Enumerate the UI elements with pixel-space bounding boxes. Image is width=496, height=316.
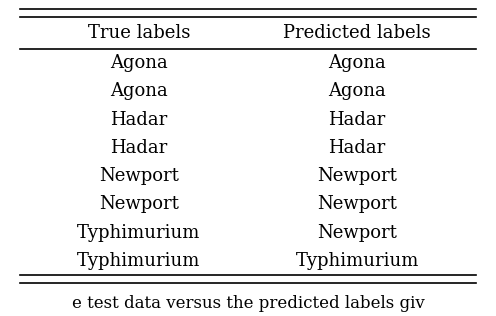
Text: Agona: Agona (328, 54, 386, 72)
Text: Newport: Newport (99, 167, 179, 185)
Text: Agona: Agona (110, 82, 168, 100)
Text: Agona: Agona (328, 82, 386, 100)
Text: Newport: Newport (317, 223, 397, 241)
Text: Hadar: Hadar (328, 111, 386, 129)
Text: e test data versus the predicted labels giv: e test data versus the predicted labels … (71, 295, 425, 312)
Text: Typhimurium: Typhimurium (77, 223, 200, 241)
Text: Typhimurium: Typhimurium (296, 252, 419, 270)
Text: Hadar: Hadar (110, 139, 168, 157)
Text: Newport: Newport (99, 195, 179, 213)
Text: Newport: Newport (317, 195, 397, 213)
Text: True labels: True labels (88, 24, 190, 42)
Text: Newport: Newport (317, 167, 397, 185)
Text: Hadar: Hadar (328, 139, 386, 157)
Text: Hadar: Hadar (110, 111, 168, 129)
Text: Predicted labels: Predicted labels (283, 24, 431, 42)
Text: Agona: Agona (110, 54, 168, 72)
Text: Typhimurium: Typhimurium (77, 252, 200, 270)
